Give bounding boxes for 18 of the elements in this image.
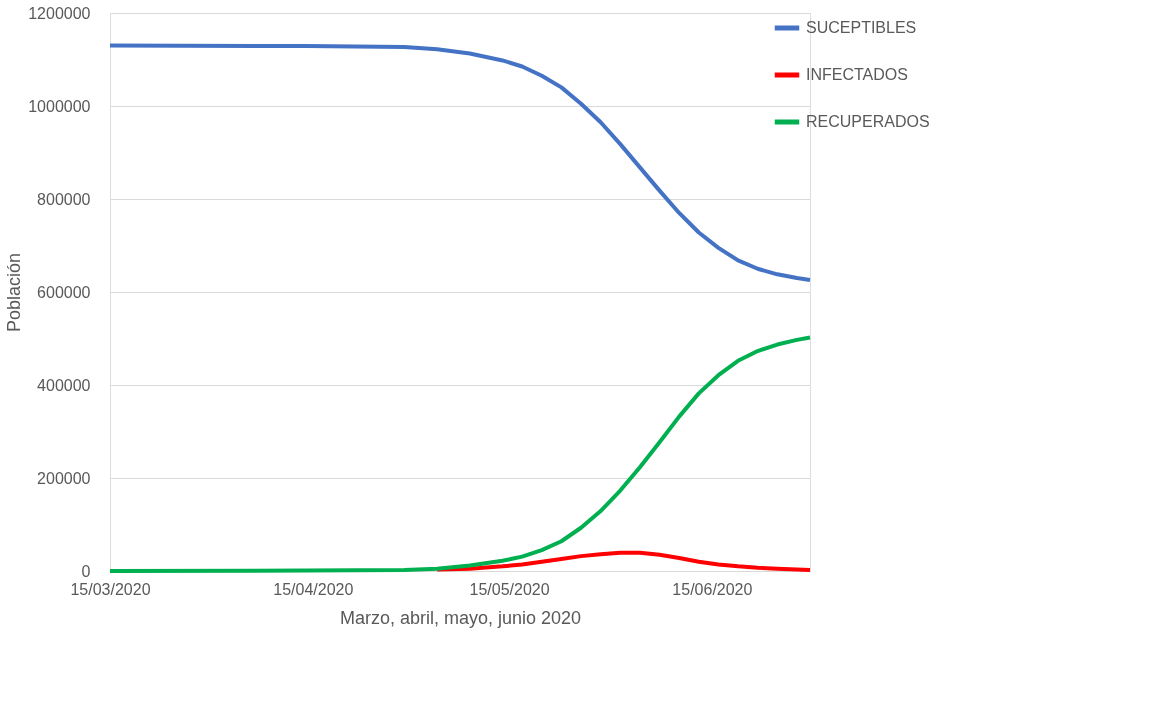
x-tick-label: 15/05/2020 [469, 580, 550, 598]
y-tick-label: 1000000 [28, 97, 91, 115]
legend-label: INFECTADOS [806, 66, 908, 83]
y-tick-label: 800000 [37, 190, 91, 208]
y-tick-label: 1200000 [28, 4, 91, 22]
line-series [435, 550, 812, 573]
y-tick-label: 600000 [37, 283, 91, 301]
y-tick-label: 400000 [37, 376, 91, 394]
y-tick-label: 0 [81, 562, 91, 580]
x-axis-title: Marzo, abril, mayo, junio 2020 [339, 607, 582, 628]
x-tick-label: 15/03/2020 [70, 580, 151, 598]
x-tick-label: 15/06/2020 [672, 580, 753, 598]
line-series [108, 335, 812, 573]
y-tick-label: 200000 [37, 469, 91, 487]
y-axis-title: Población [4, 252, 25, 333]
x-tick-label: 15/04/2020 [273, 580, 354, 598]
legend-label: RECUPERADOS [806, 113, 930, 130]
legend-label: SUCEPTIBLES [806, 19, 917, 36]
